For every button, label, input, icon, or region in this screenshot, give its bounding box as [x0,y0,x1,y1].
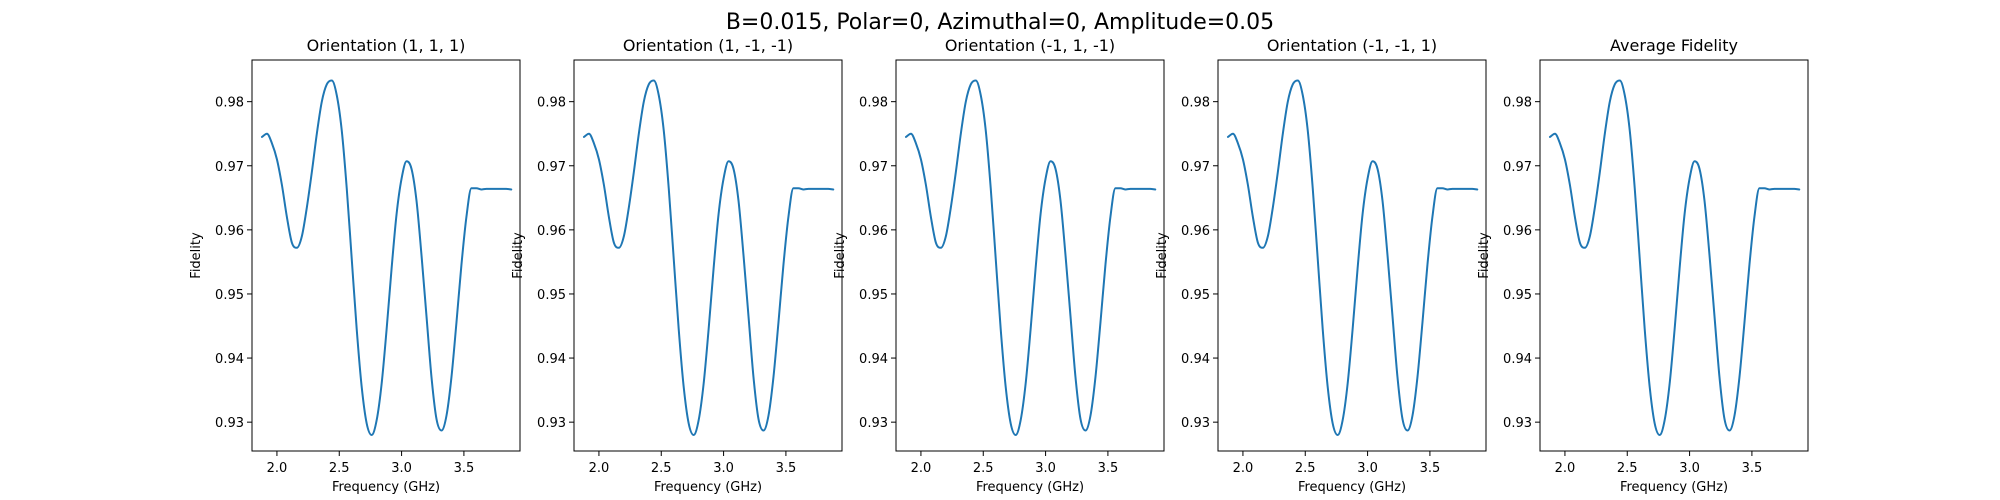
y-tick-label: 0.97 [215,160,244,175]
y-tick-label: 0.95 [215,288,244,303]
y-tick-label: 0.98 [1181,96,1210,111]
x-tick-label: 2.5 [329,461,350,476]
x-tick-label: 2.0 [911,461,932,476]
x-tick-label: 3.0 [1679,461,1700,476]
x-tick-label: 2.0 [1233,461,1254,476]
series-line [904,79,1157,436]
y-axis-label: Fidelity [1477,232,1492,279]
y-tick-label: 0.97 [1503,160,1532,175]
y-tick-label: 0.93 [1181,416,1210,431]
subplot-5: Average Fidelity 2.0 2.5 3.0 3.5 0.93 0.94 0.95… [1477,36,1809,495]
series-line [260,79,513,436]
y-tick-label: 0.98 [537,96,566,111]
y-tick-label: 0.94 [1181,352,1210,367]
x-tick-label: 2.5 [973,461,994,476]
y-axis-label: Fidelity [833,232,848,279]
subplot-grid: Orientation (1, 1, 1) 2.0 2.5 3.0 3.5 0.93 0.9… [189,36,1809,495]
subplot-1: Orientation (1, 1, 1) 2.0 2.5 3.0 3.5 0.93 0.9… [189,36,521,495]
subplot-title: Orientation (1, -1, -1) [623,36,793,55]
y-tick-label: 0.95 [1503,288,1532,303]
x-tick-label: 3.0 [713,461,734,476]
y-tick-label: 0.93 [1503,416,1532,431]
axes-frame [1217,59,1487,452]
y-axis-label: Fidelity [189,232,204,279]
y-tick-label: 0.95 [859,288,888,303]
x-axis-label: Frequency (GHz) [1620,480,1728,495]
subplot-title: Orientation (1, 1, 1) [307,36,466,55]
series-line [1226,79,1479,436]
y-tick-label: 0.94 [1503,352,1532,367]
y-tick-label: 0.96 [1181,224,1210,239]
subplot-title: Average Fidelity [1610,36,1738,55]
x-axis-label: Frequency (GHz) [654,480,762,495]
series-line [1548,79,1801,436]
x-tick-label: 3.0 [1035,461,1056,476]
x-tick-label: 2.0 [589,461,610,476]
axes-frame [251,59,521,452]
x-tick-label: 2.0 [267,461,288,476]
y-tick-label: 0.97 [859,160,888,175]
subplot-4: Orientation (-1, -1, 1) 2.0 2.5 3.0 3.5 0.93 0… [1155,36,1487,495]
y-tick-label: 0.96 [215,224,244,239]
y-tick-label: 0.97 [1181,160,1210,175]
axes-frame [895,59,1165,452]
y-tick-label: 0.93 [537,416,566,431]
subplot-3: Orientation (-1, 1, -1) 2.0 2.5 3.0 3.5 0.93 0… [833,36,1165,495]
y-tick-label: 0.95 [537,288,566,303]
x-tick-label: 2.5 [651,461,672,476]
y-tick-label: 0.94 [215,352,244,367]
x-tick-label: 3.0 [1357,461,1378,476]
series-line [582,79,835,436]
x-tick-label: 3.5 [454,461,475,476]
y-tick-label: 0.96 [859,224,888,239]
subplot-2: Orientation (1, -1, -1) 2.0 2.5 3.0 3.5 0.93 0… [511,36,843,495]
x-tick-label: 3.5 [1742,461,1763,476]
x-tick-label: 3.5 [776,461,797,476]
y-tick-label: 0.95 [1181,288,1210,303]
x-tick-label: 2.5 [1617,461,1638,476]
y-tick-label: 0.98 [215,96,244,111]
y-tick-label: 0.93 [859,416,888,431]
y-tick-label: 0.98 [1503,96,1532,111]
y-tick-label: 0.94 [859,352,888,367]
y-tick-label: 0.96 [1503,224,1532,239]
x-axis-label: Frequency (GHz) [1298,480,1406,495]
x-tick-label: 3.5 [1098,461,1119,476]
x-tick-label: 3.0 [391,461,412,476]
axes-frame [1539,59,1809,452]
subplot-title: Orientation (-1, 1, -1) [945,36,1115,55]
y-tick-label: 0.97 [537,160,566,175]
y-tick-label: 0.98 [859,96,888,111]
subplot-title: Orientation (-1, -1, 1) [1267,36,1437,55]
y-axis-label: Fidelity [1155,232,1170,279]
x-tick-label: 2.5 [1295,461,1316,476]
figure-suptitle: B=0.015, Polar=0, Azimuthal=0, Amplitude… [726,10,1274,35]
x-tick-label: 2.0 [1555,461,1576,476]
x-axis-label: Frequency (GHz) [976,480,1084,495]
x-axis-label: Frequency (GHz) [332,480,440,495]
y-tick-label: 0.96 [537,224,566,239]
y-axis-label: Fidelity [511,232,526,279]
y-tick-label: 0.94 [537,352,566,367]
y-tick-label: 0.93 [215,416,244,431]
x-tick-label: 3.5 [1420,461,1441,476]
axes-frame [573,59,843,452]
